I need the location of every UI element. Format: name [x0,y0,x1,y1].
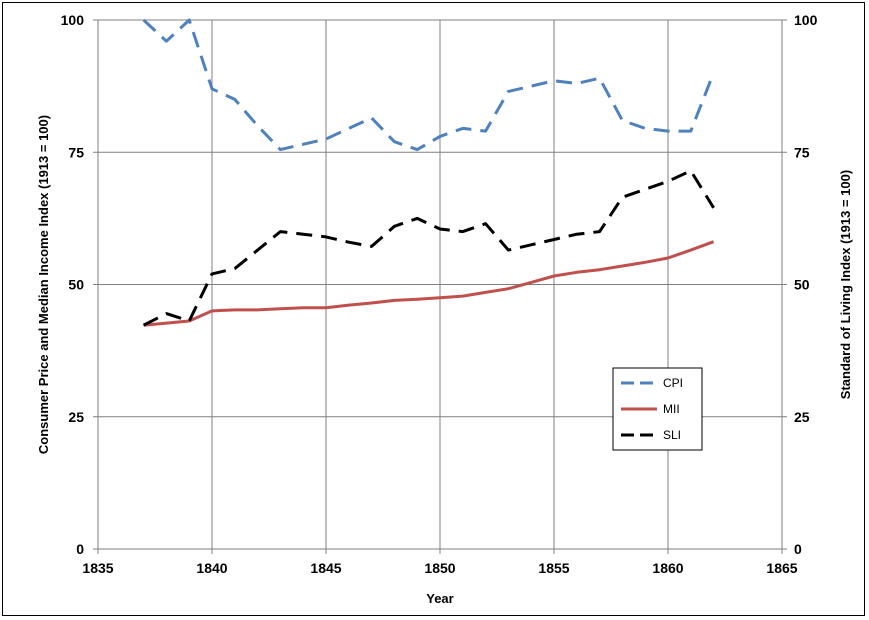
y-axis-title-right: Standard of Living Index (1913 = 100) [838,170,853,399]
y-tick-label-right-0: 0 [794,541,802,557]
y-tick-label-right-2: 50 [794,277,810,293]
y-tick-label-left-2: 50 [68,277,84,293]
y-tick-label-left-1: 25 [68,409,84,425]
legend-label-cpi: CPI [663,376,683,390]
y-tick-label-right-4: 100 [794,12,818,28]
y-axis-right: 0 25 50 75 100 [782,12,818,557]
y-tick-label-right-1: 25 [794,409,810,425]
x-tick-label-0: 1835 [82,560,113,576]
legend: CPI MII SLI [612,367,703,451]
legend-label-mii: MII [663,402,680,416]
series-layer [142,18,715,327]
x-axis-title: Year [426,591,453,606]
y-tick-label-right-3: 75 [794,144,810,160]
x-axis: 1835 1840 1845 1850 1855 1860 1865 [82,549,798,576]
series-line-sli [142,169,715,327]
y-axis-left: 0 25 50 75 100 [61,12,98,557]
x-tick-label-1: 1840 [196,560,227,576]
y-tick-label-left-3: 75 [68,144,84,160]
series-line-mii [143,240,715,327]
y-tick-label-left-4: 100 [61,12,85,28]
series-line-cpi [142,18,715,152]
x-tick-label-5: 1860 [652,560,683,576]
y-axis-title-left: Consumer Price and Median Income Index (… [36,115,51,454]
x-tick-label-4: 1855 [538,560,569,576]
y-tick-label-left-0: 0 [76,541,84,557]
x-tick-label-2: 1845 [310,560,341,576]
x-tick-label-3: 1850 [424,560,455,576]
legend-label-sli: SLI [663,428,681,442]
x-tick-label-6: 1865 [766,560,797,576]
grid-lines [97,19,783,550]
